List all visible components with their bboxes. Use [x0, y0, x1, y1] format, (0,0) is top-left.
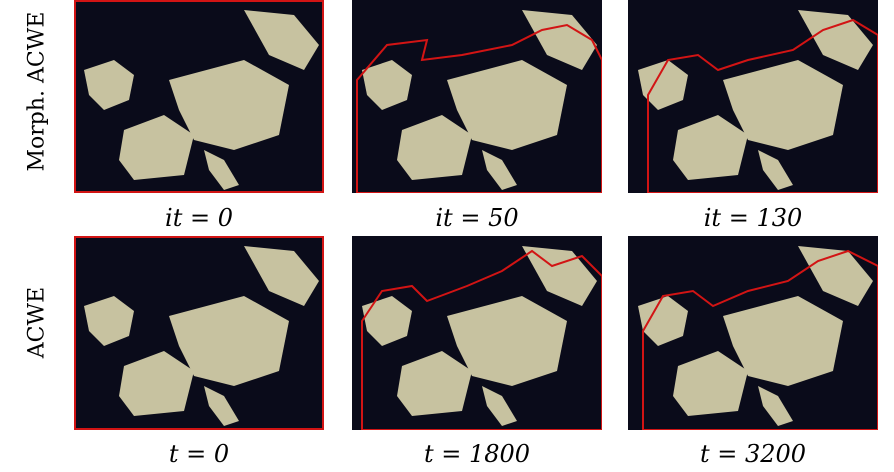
caption-t0: t = 0 — [168, 440, 230, 468]
panel-acwe-t0 — [74, 236, 324, 430]
panel-morph-it130 — [628, 0, 878, 193]
caption-it50: it = 50 — [435, 204, 519, 232]
panel-morph-it50 — [352, 0, 602, 193]
panel-acwe-t3200 — [628, 236, 878, 430]
panel-acwe-t1800 — [352, 236, 602, 430]
caption-t3200: t = 3200 — [699, 440, 807, 468]
row-label-morph-acwe: Morph. ACWE — [24, 11, 50, 172]
caption-it130: it = 130 — [703, 204, 803, 232]
panel-morph-it0 — [74, 0, 324, 193]
caption-t1800: t = 1800 — [423, 440, 531, 468]
row-label-acwe: ACWE — [24, 286, 50, 359]
caption-it0: it = 0 — [165, 204, 233, 232]
